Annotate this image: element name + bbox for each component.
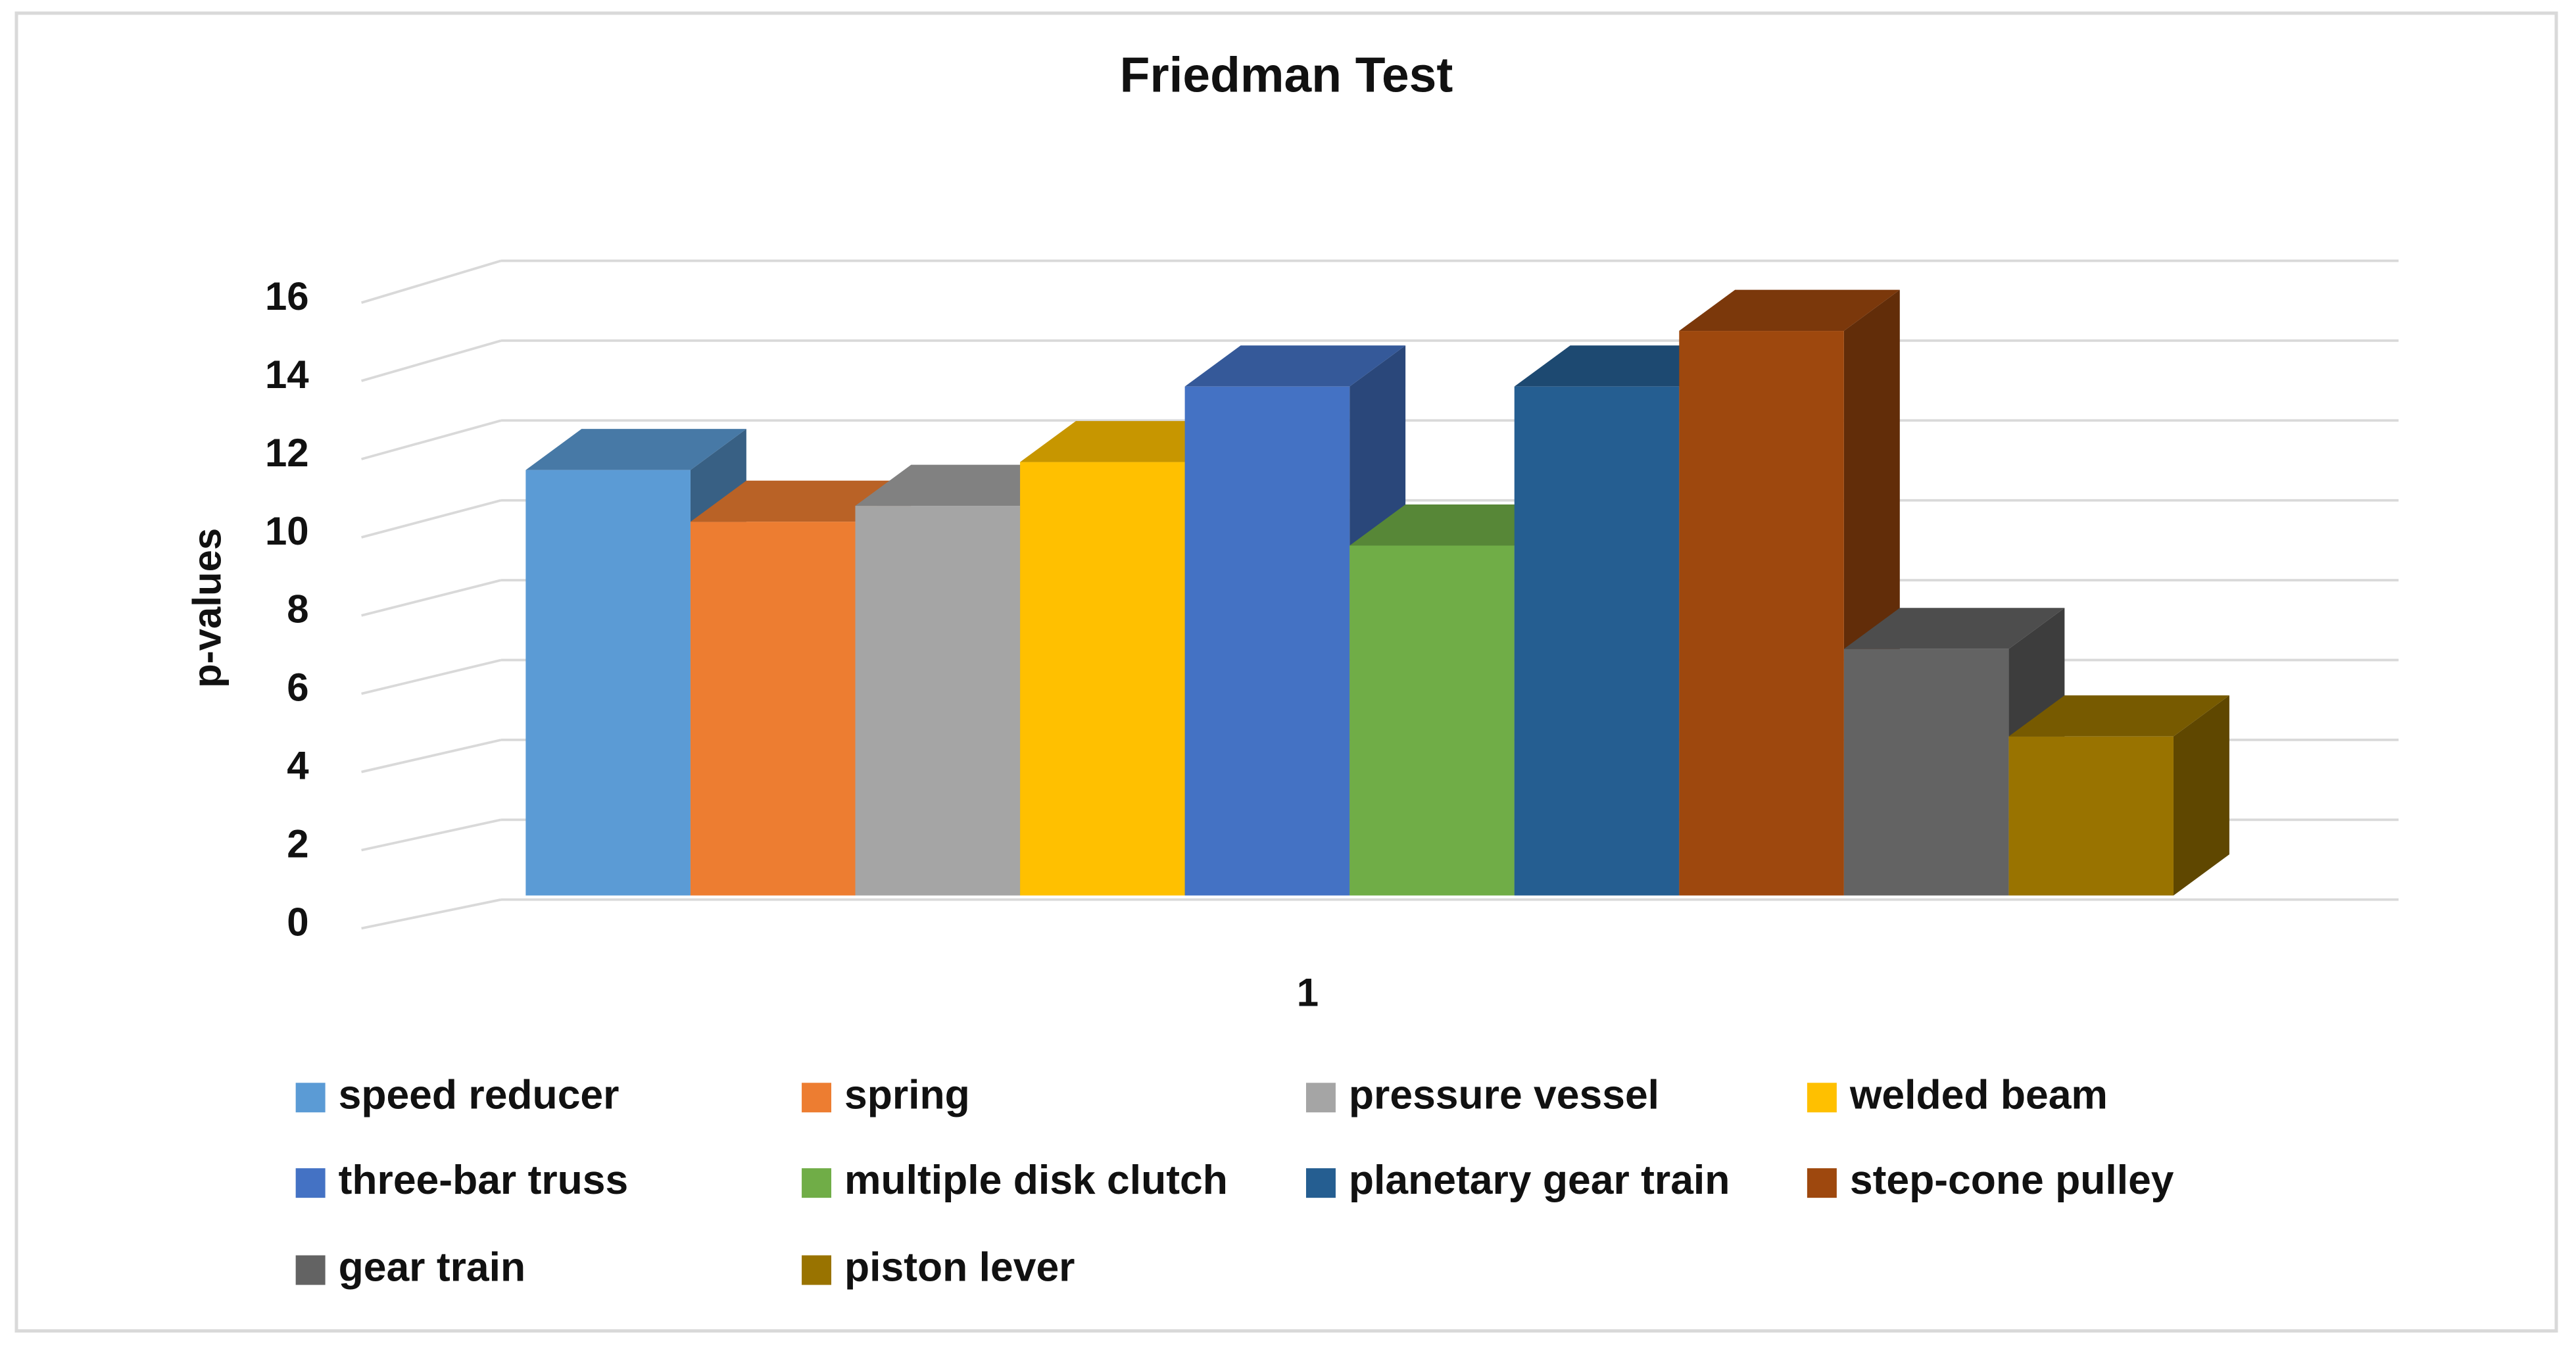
grid-line — [361, 739, 502, 773]
y-tick-label: 2 — [287, 822, 308, 866]
bar-top — [525, 429, 746, 470]
grid-line — [361, 259, 502, 304]
y-tick-label: 16 — [265, 274, 309, 318]
legend-label: spring — [844, 1071, 970, 1117]
grid-line — [361, 579, 502, 617]
legend-label: three-bar truss — [339, 1157, 629, 1203]
legend-swatch — [1305, 1168, 1336, 1198]
legend-swatch — [802, 1168, 832, 1198]
legend-swatch — [1807, 1083, 1837, 1113]
legend-label: welded beam — [1849, 1071, 2108, 1117]
bar — [2008, 736, 2174, 896]
grid-line — [361, 499, 502, 539]
y-tick-label: 4 — [287, 743, 309, 787]
y-tick-label: 14 — [265, 353, 309, 397]
y-tick-label: 6 — [287, 666, 308, 710]
bar — [1184, 386, 1350, 896]
legend-swatch — [1305, 1083, 1336, 1113]
grid-line — [361, 658, 502, 695]
bar — [525, 470, 691, 896]
chart-title: Friedman Test — [1120, 47, 1453, 103]
bar — [1843, 649, 2009, 896]
x-tick-label: 1 — [1297, 971, 1319, 1015]
legend-swatch — [295, 1168, 326, 1198]
y-tick-label: 8 — [287, 587, 308, 631]
legend-swatch — [802, 1083, 832, 1113]
bar — [1020, 462, 1185, 896]
legend-label: pressure vessel — [1349, 1071, 1659, 1117]
bar — [690, 522, 856, 896]
bar-top — [1679, 289, 1900, 331]
grid-line — [361, 898, 502, 930]
legend-swatch — [295, 1255, 326, 1285]
legend-swatch — [802, 1255, 832, 1285]
bar-top — [1843, 608, 2065, 649]
legend-label: piston lever — [844, 1244, 1075, 1290]
legend-label: step-cone pulley — [1850, 1157, 2174, 1203]
grid-line — [361, 339, 502, 382]
y-tick-label: 0 — [287, 900, 308, 944]
legend-label: gear train — [339, 1244, 526, 1290]
y-tick-label: 12 — [265, 431, 309, 475]
bar — [1349, 545, 1515, 896]
legend-swatch — [295, 1083, 326, 1113]
bar — [855, 506, 1021, 896]
bar-top — [1184, 345, 1406, 387]
y-axis-label: p-values — [185, 528, 230, 688]
grid-line — [361, 419, 502, 460]
grid-line — [361, 818, 502, 852]
y-tick-label: 10 — [265, 509, 309, 553]
legend-swatch — [1807, 1168, 1837, 1198]
bar — [1514, 386, 1680, 896]
bar-side — [2173, 695, 2229, 896]
legend-label: multiple disk clutch — [844, 1157, 1228, 1203]
bar — [1679, 331, 1844, 896]
legend-label: speed reducer — [339, 1071, 620, 1117]
bar-top — [2008, 695, 2229, 737]
legend-label: planetary gear train — [1349, 1157, 1730, 1203]
